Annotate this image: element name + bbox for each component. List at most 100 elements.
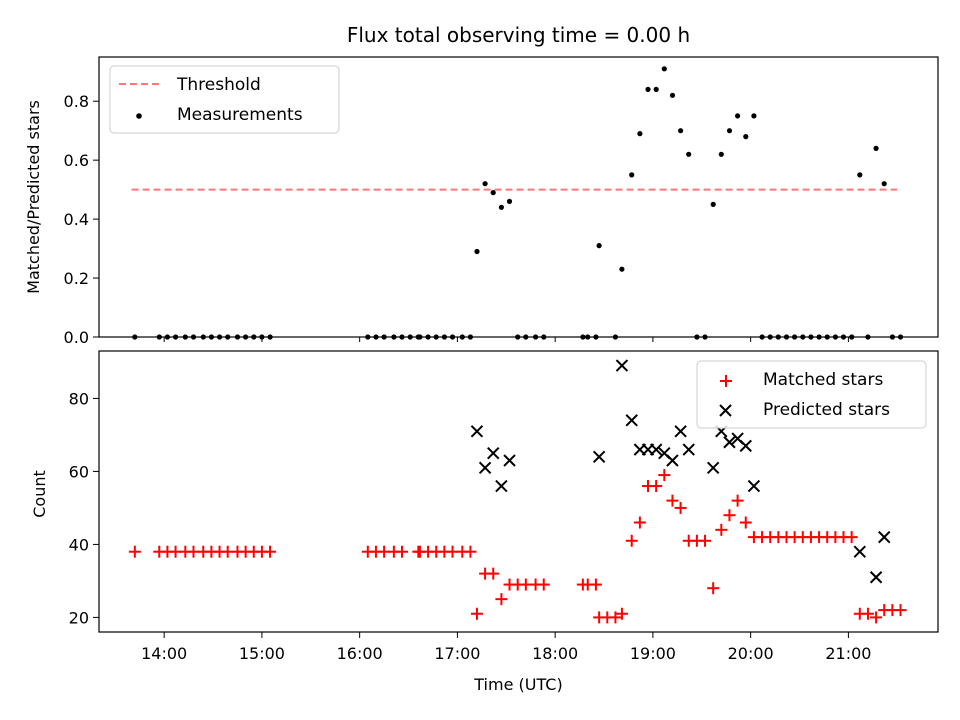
bottom-x-ticks: 14:00 15:00 16:00 17:00 18:00 19:00 20:00 21:00	[141, 632, 871, 663]
measurement-point	[873, 145, 879, 151]
measurements-layer	[132, 66, 904, 340]
predicted-star-point	[592, 450, 606, 464]
matched-star-point	[739, 516, 752, 529]
predicted-star-point	[706, 461, 720, 474]
top-legend: Threshold Measurements	[109, 65, 340, 134]
measurement-point	[596, 243, 602, 249]
measurement-point	[669, 92, 676, 98]
predicted-star-point	[747, 479, 761, 493]
matched-stars-layer	[128, 469, 907, 624]
measurement-point	[474, 248, 480, 255]
matched-star-point	[615, 607, 628, 620]
measurement-point	[653, 86, 659, 92]
top-legend-box	[109, 65, 340, 134]
measurement-point	[678, 128, 684, 134]
predicted-star-point	[723, 436, 736, 449]
measurement-point	[686, 151, 692, 157]
predicted-star-point	[674, 425, 687, 438]
matched-star-point	[537, 578, 550, 591]
bottom-legend-box	[696, 360, 927, 429]
bottom-y-axis-label: Count	[30, 470, 49, 518]
x-tick-label: 21:00	[825, 644, 871, 663]
matched-star-point	[609, 611, 622, 624]
measurement-point	[506, 198, 513, 204]
top-plot-frame	[98, 56, 939, 338]
matched-star-point	[396, 545, 409, 558]
matched-star-point	[666, 494, 679, 507]
matched-star-point	[707, 582, 720, 595]
bottom-panel: Count 20 40 60 80 14:00 15:00 16:00 17:00 18:00…	[30, 350, 939, 694]
matched-star-point	[470, 607, 483, 620]
top-x-ticks	[163, 337, 849, 342]
matched-star-point	[589, 578, 602, 591]
measurement-point	[881, 181, 887, 187]
legend-measurements-label: Measurements	[177, 105, 303, 125]
matched-star-point	[845, 531, 858, 544]
matched-star-point	[633, 516, 646, 529]
measurement-point	[498, 204, 504, 210]
predicted-star-point	[470, 425, 484, 438]
measurement-point	[661, 66, 667, 72]
predicted-star-point	[495, 479, 508, 493]
measurement-point	[718, 151, 724, 157]
bottom-y-tick-label: 40	[69, 535, 89, 554]
bottom-y-tick-label: 20	[69, 608, 89, 627]
predicted-star-point	[487, 446, 500, 460]
matched-star-point	[731, 494, 744, 507]
predicted-star-point	[649, 443, 663, 456]
x-tick-label: 16:00	[337, 644, 383, 663]
predicted-star-point	[503, 454, 516, 467]
bottom-y-tick-label: 60	[69, 462, 89, 481]
measurement-point	[629, 172, 635, 178]
top-y-tick-label: 0.6	[64, 151, 89, 170]
predicted-star-point	[869, 571, 883, 584]
measurement-point	[637, 131, 643, 137]
predicted-star-point	[853, 545, 867, 558]
x-tick-label: 19:00	[630, 644, 676, 663]
measurement-point	[490, 190, 496, 196]
chart-title: Flux total observing time = 0.00 h	[347, 23, 690, 47]
matched-star-point	[861, 607, 874, 620]
top-panel: Flux total observing time = 0.00 h Match…	[24, 23, 939, 347]
bottom-y-ticks: 20 40 60 80	[69, 389, 99, 627]
top-y-tick-label: 0.0	[64, 328, 89, 347]
predicted-stars-layer	[470, 359, 891, 584]
top-y-tick-label: 0.4	[64, 210, 89, 229]
measurement-point	[857, 172, 863, 178]
matched-star-point	[495, 593, 508, 606]
predicted-star-point	[682, 443, 695, 456]
matched-star-point	[650, 480, 663, 493]
bottom-legend: Matched stars Predicted stars	[696, 360, 927, 429]
matched-star-point	[625, 534, 638, 547]
x-tick-label: 15:00	[239, 644, 285, 663]
x-tick-label: 18:00	[532, 644, 578, 663]
measurement-point	[482, 181, 488, 187]
matched-star-point	[699, 534, 712, 547]
matched-star-point	[870, 611, 883, 624]
predicted-star-point	[615, 359, 629, 372]
top-y-ticks: 0.0 0.2 0.4 0.6 0.8	[64, 92, 99, 347]
matched-star-point	[264, 545, 277, 558]
matched-star-point	[715, 523, 728, 536]
matched-star-point	[487, 567, 500, 580]
x-tick-label: 14:00	[141, 644, 187, 663]
top-y-axis-label: Matched/Predicted stars	[24, 100, 43, 294]
measurement-point	[710, 201, 716, 207]
x-tick-label: 20:00	[728, 644, 774, 663]
top-y-tick-label: 0.8	[64, 92, 89, 111]
legend-matched-label: Matched stars	[763, 370, 883, 390]
measurement-point	[726, 128, 733, 134]
legend-predicted-label: Predicted stars	[763, 400, 890, 420]
matched-star-point	[723, 509, 736, 522]
measurement-point	[743, 134, 749, 140]
bottom-y-tick-label: 80	[69, 389, 89, 408]
matched-star-point	[658, 469, 671, 482]
legend-predicted-swatch	[719, 404, 732, 417]
x-axis-label: Time (UTC)	[473, 675, 562, 694]
predicted-star-point	[739, 439, 752, 453]
measurement-point	[735, 113, 741, 119]
matched-star-point	[894, 604, 907, 617]
matched-star-point	[128, 545, 141, 558]
measurement-point	[751, 113, 757, 119]
